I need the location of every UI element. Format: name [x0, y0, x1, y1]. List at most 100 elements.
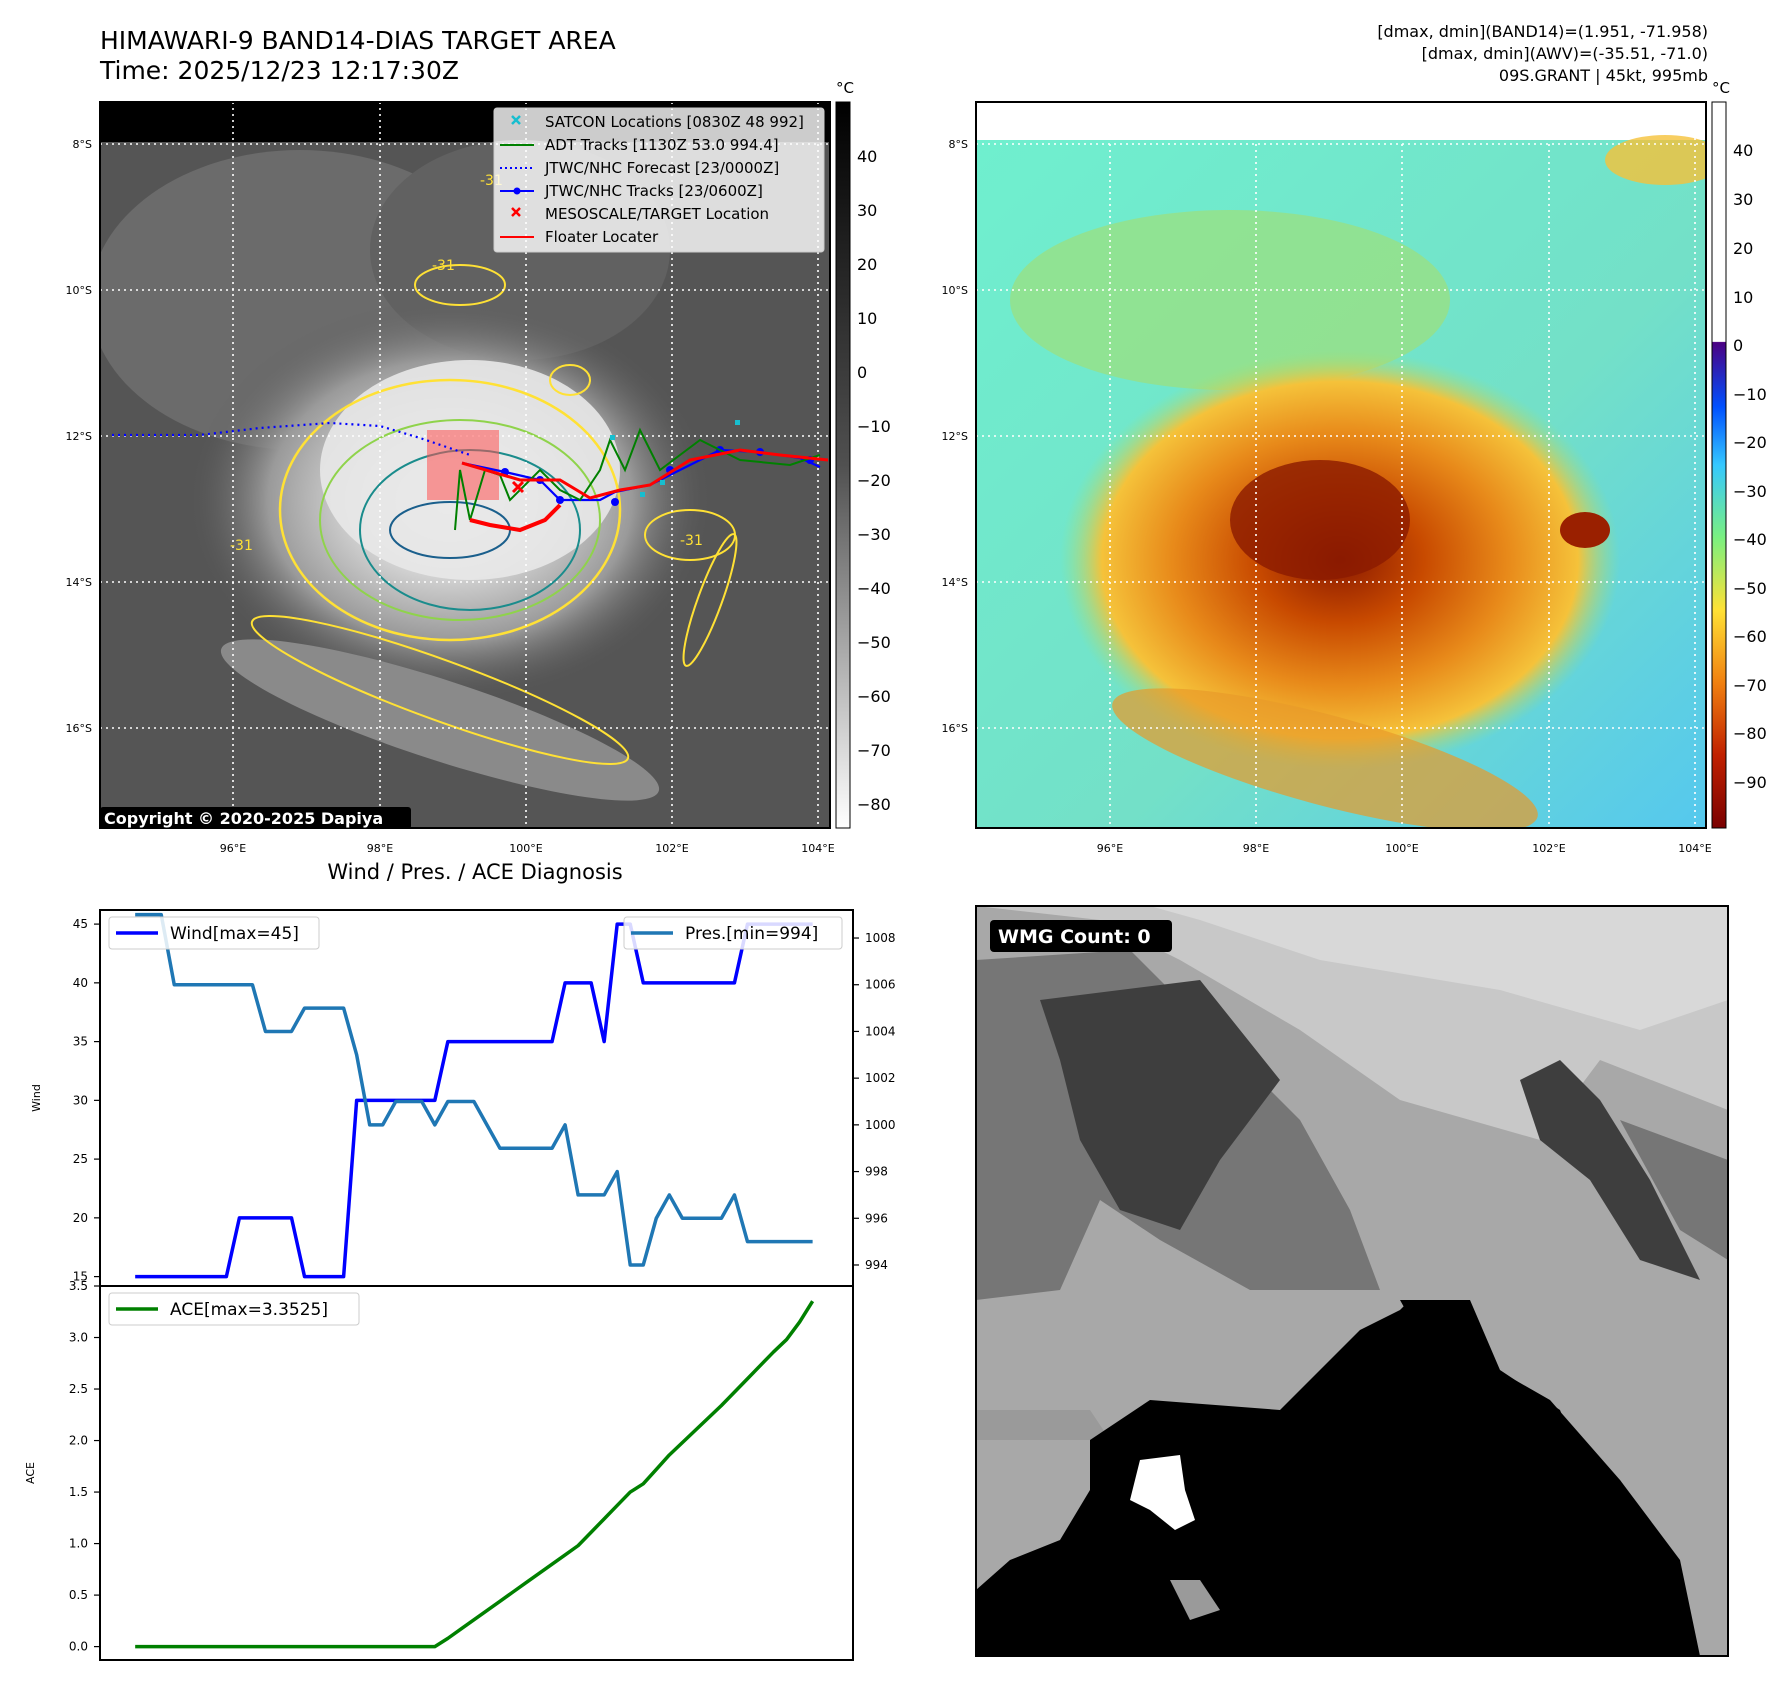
ir-cb-tick: −30 — [857, 525, 891, 544]
contour-label: -31 — [230, 538, 253, 554]
color-cb-tick: 40 — [1733, 141, 1753, 160]
legend-label: JTWC/NHC Tracks [23/0600Z] — [544, 182, 763, 200]
diagnosis-title: Wind / Pres. / ACE Diagnosis — [327, 860, 623, 884]
lon-label: 98°E — [1243, 842, 1269, 855]
contour-green-1 — [319, 419, 601, 621]
ace-tick-label: 1.5 — [69, 1485, 88, 1499]
lat-label: 12°S — [66, 430, 92, 443]
copyright-text: Copyright © 2020-2025 Dapiya — [104, 809, 383, 828]
wind-plot-frame — [99, 909, 854, 1287]
ir-cb-tick: −80 — [857, 795, 891, 814]
color-cb-tick: 20 — [1733, 239, 1753, 258]
legend-label: Floater Locater — [545, 228, 659, 246]
wind-tick-label: 25 — [73, 1152, 88, 1166]
floater-track — [461, 448, 829, 500]
pressure-tick-label: 994 — [865, 1258, 888, 1272]
ace-tick-label: 2.5 — [69, 1382, 88, 1396]
lon-label: 100°E — [509, 842, 542, 855]
ir-cb-tick: −20 — [857, 471, 891, 490]
pressure-legend-box — [623, 916, 843, 950]
color-cb-tick: −30 — [1733, 482, 1767, 501]
wind-tick-label: 45 — [73, 917, 88, 931]
legend-label: JTWC/NHC Forecast [23/0000Z] — [544, 159, 779, 177]
page-time: Time: 2025/12/23 12:17:30Z — [100, 56, 459, 85]
ace-tick-label: 2.0 — [69, 1434, 88, 1448]
wind-legend-label: Wind[max=45] — [170, 924, 299, 944]
color-cb-tick: −90 — [1733, 773, 1767, 792]
pressure-series-line — [135, 912, 813, 1267]
pressure-legend-label: Pres.[min=994] — [685, 924, 818, 944]
wind-tick-label: 15 — [73, 1270, 88, 1284]
ir-cb-tick: −70 — [857, 741, 891, 760]
ir-cb-tick: 40 — [857, 147, 877, 166]
ir-cb-tick: 20 — [857, 255, 877, 274]
ir-panel: -31 -31 -31 -31 SATCON Locations [0830Z … — [66, 80, 891, 855]
lon-label: 96°E — [1097, 842, 1123, 855]
lat-label: 10°S — [942, 284, 968, 297]
color-colorbar — [1711, 101, 1727, 829]
ir-colorbar-unit: °C — [836, 80, 854, 97]
wind-pressure-axes: 15 20 25 30 35 40 45 994 996 998 1000 1002 1004 1006 1… — [30, 909, 896, 1287]
ir-cb-tick: −40 — [857, 579, 891, 598]
legend-label: MESOSCALE/TARGET Location — [545, 205, 769, 223]
ace-legend-box — [108, 1292, 360, 1326]
ir-cb-tick: −60 — [857, 687, 891, 706]
wmg-white-spot — [1130, 1455, 1195, 1530]
pressure-tick-label: 1006 — [865, 978, 896, 992]
lat-label: 8°S — [73, 138, 92, 151]
color-cb-tick: −50 — [1733, 579, 1767, 598]
color-cb-tick: −20 — [1733, 433, 1767, 452]
lon-label: 104°E — [1678, 842, 1711, 855]
color-gridlines — [976, 102, 1706, 828]
color-panel: 8°S 10°S 12°S 14°S 16°S 96°E 98°E 100°E … — [942, 80, 1767, 855]
satcon-markers — [610, 420, 740, 497]
wind-legend-box — [108, 916, 320, 950]
lon-label: 102°E — [655, 842, 688, 855]
contour-label: -31 — [680, 533, 703, 549]
ir-lat-labels: 8°S 10°S 12°S 14°S 16°S — [66, 138, 92, 735]
color-cb-tick: −10 — [1733, 385, 1767, 404]
pressure-tick-label: 1000 — [865, 1118, 896, 1132]
wind-series-line — [135, 922, 813, 1279]
lon-label: 104°E — [801, 842, 834, 855]
ir-colorbar-ticks: 40 30 20 10 0 −10 −20 −30 −40 −50 −60 −7… — [857, 147, 891, 814]
color-cb-tick: −60 — [1733, 627, 1767, 646]
ace-axis-label: ACE — [24, 1462, 37, 1484]
wind-tick-label: 20 — [73, 1211, 88, 1225]
lon-label: 98°E — [367, 842, 393, 855]
ace-series-line — [135, 1300, 815, 1649]
color-cb-tick: −40 — [1733, 530, 1767, 549]
ir-cb-tick: 0 — [857, 363, 867, 382]
color-cb-tick: −80 — [1733, 724, 1767, 743]
lon-label: 102°E — [1532, 842, 1565, 855]
wind-tick-label: 35 — [73, 1035, 88, 1049]
ace-tick-label: 0.0 — [69, 1640, 88, 1654]
color-frame — [975, 101, 1707, 829]
lat-label: 16°S — [66, 722, 92, 735]
color-nodata-strip — [976, 102, 1706, 140]
ir-legend: SATCON Locations [0830Z 48 992] ADT Trac… — [493, 107, 825, 253]
color-cb-tick: 0 — [1733, 336, 1743, 355]
color-colorbar-ticks: 40 30 20 10 0 −10 −20 −30 −40 −50 −60 −7… — [1733, 141, 1767, 792]
color-lat-labels: 8°S 10°S 12°S 14°S 16°S — [942, 138, 968, 735]
pressure-tick-label: 1008 — [865, 931, 896, 945]
color-colorbar-unit: °C — [1712, 80, 1730, 97]
lat-label: 14°S — [942, 576, 968, 589]
info-storm: 09S.GRANT | 45kt, 995mb — [1498, 66, 1708, 85]
wmg-dark-region — [1040, 980, 1280, 1230]
pressure-tick-label: 1002 — [865, 1071, 896, 1085]
wind-legend: Wind[max=45] — [108, 916, 320, 950]
target-location-marker — [511, 480, 525, 494]
wmg-count-badge — [990, 920, 1172, 952]
color-cb-tick: 30 — [1733, 190, 1753, 209]
legend-label: SATCON Locations [0830Z 48 992] — [545, 113, 804, 131]
ace-tick-label: 0.5 — [69, 1588, 88, 1602]
ace-axes: 0.0 0.5 1.0 1.5 2.0 2.5 3.0 3.5 ACE ACE[max=3.352… — [24, 1279, 854, 1661]
page-title: HIMAWARI-9 BAND14-DIAS TARGET AREA — [100, 26, 616, 55]
wind-axis-label: Wind — [30, 1084, 43, 1112]
lat-label: 10°S — [66, 284, 92, 297]
lon-label: 100°E — [1385, 842, 1418, 855]
lat-label: 16°S — [942, 722, 968, 735]
wmg-count-text: WMG Count: 0 — [998, 926, 1151, 948]
wmg-frame — [975, 905, 1729, 1657]
